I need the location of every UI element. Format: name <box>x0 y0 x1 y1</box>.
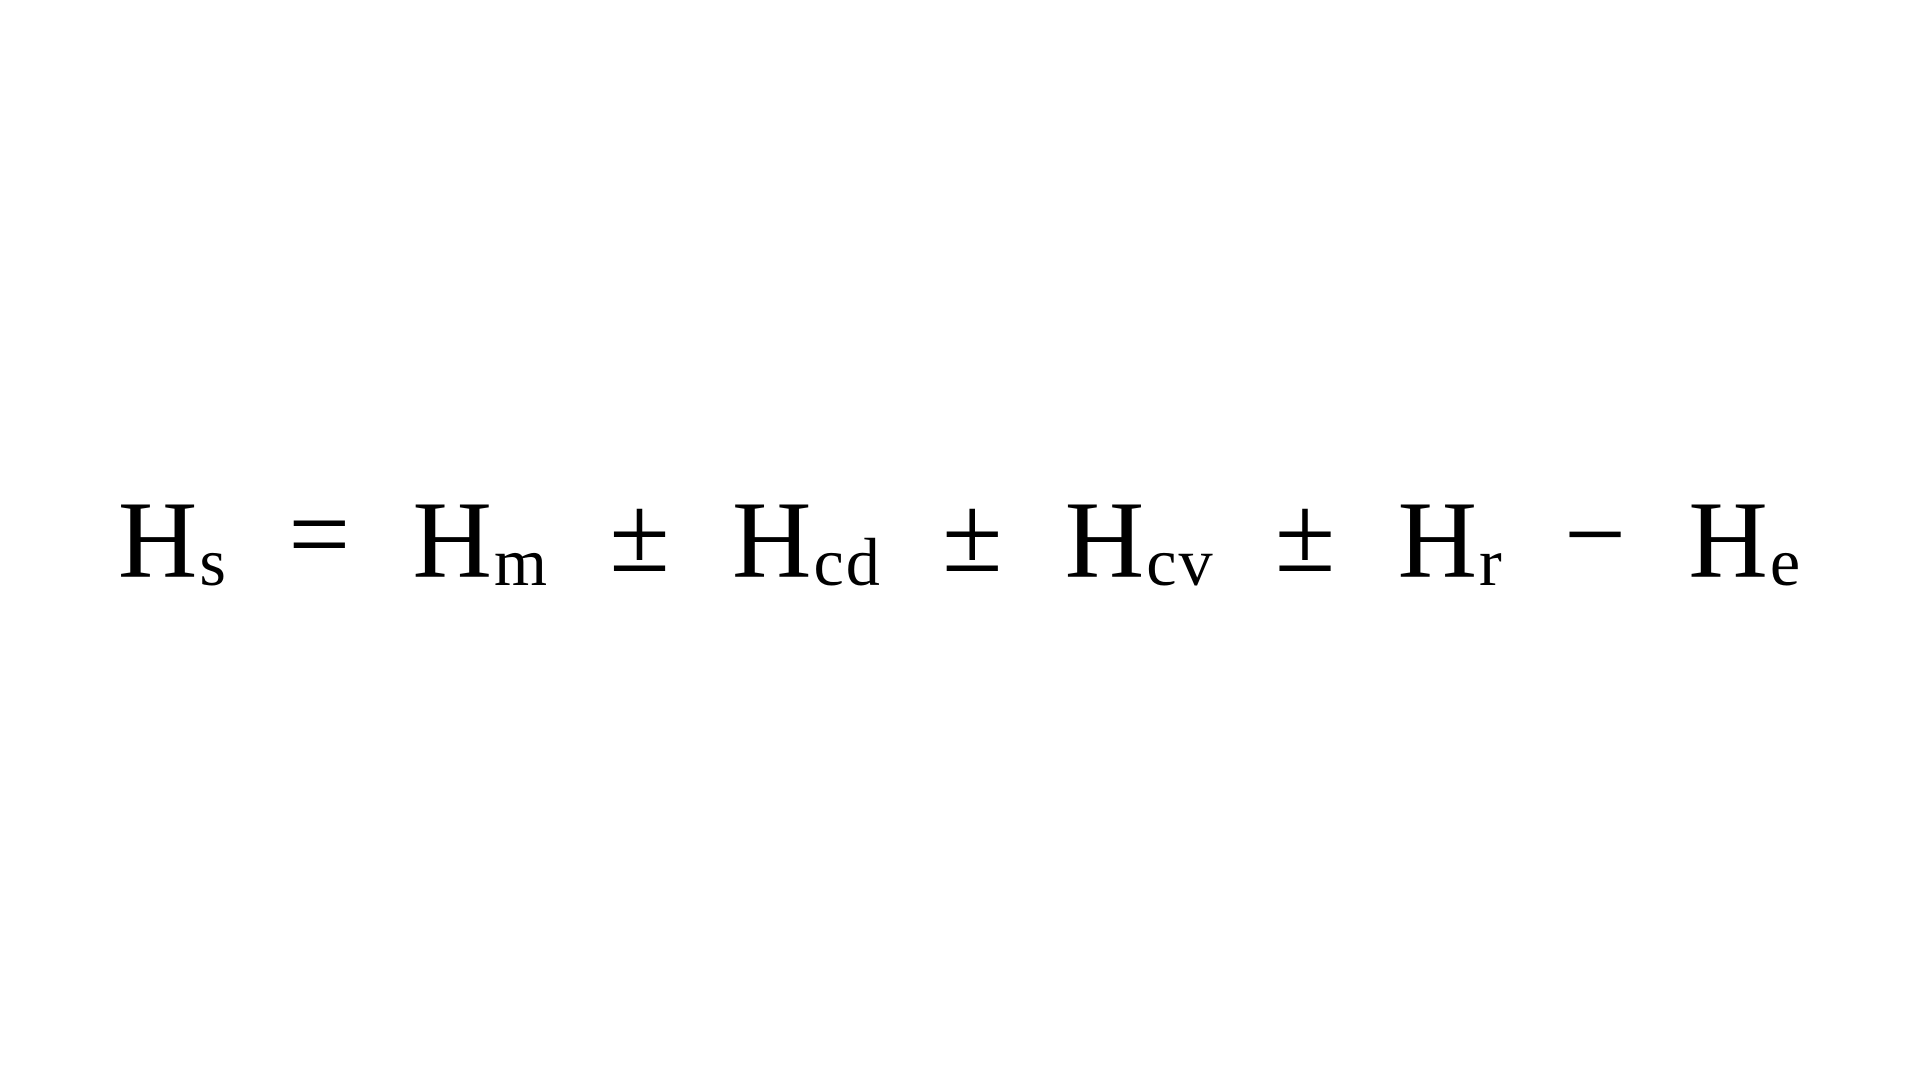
plusminus-operator: ± <box>609 471 671 598</box>
equation: Hs = Hm ± Hcd ± Hcv ± Hr − He <box>118 477 1802 604</box>
term-he: He <box>1688 477 1802 604</box>
term-sub: e <box>1770 524 1802 600</box>
term-base: H <box>732 479 813 601</box>
term-base: H <box>1398 479 1479 601</box>
term-base: H <box>1065 479 1146 601</box>
term-base: H <box>118 479 199 601</box>
term-sub: s <box>199 524 228 600</box>
term-hcv: Hcv <box>1065 477 1215 604</box>
term-sub: r <box>1479 524 1504 600</box>
term-hcd: Hcd <box>732 477 882 604</box>
term-hm: Hm <box>413 477 550 604</box>
term-base: H <box>1688 479 1769 601</box>
term-sub: m <box>494 524 549 600</box>
term-sub: cv <box>1146 524 1214 600</box>
equals-operator: = <box>288 471 352 598</box>
term-base: H <box>413 479 494 601</box>
plusminus-operator: ± <box>942 471 1004 598</box>
term-hs: Hs <box>118 477 228 604</box>
term-hr: Hr <box>1398 477 1504 604</box>
term-sub: cd <box>813 524 881 600</box>
plusminus-operator: ± <box>1275 471 1337 598</box>
minus-operator: − <box>1564 471 1628 598</box>
